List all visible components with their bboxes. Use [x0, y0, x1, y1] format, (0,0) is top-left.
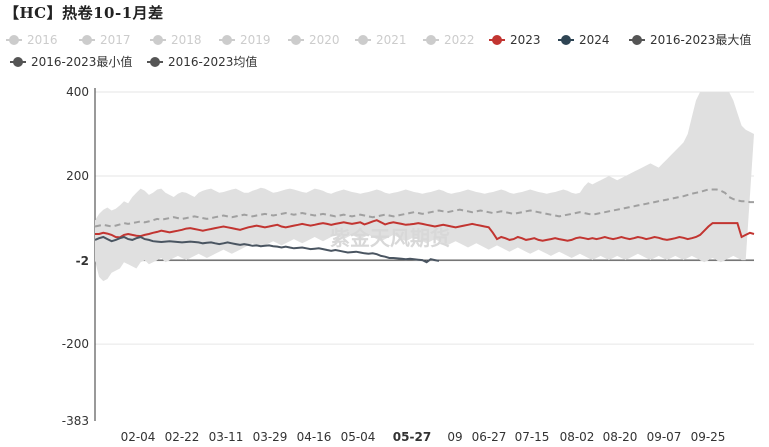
legend-item-8[interactable]: 2024 — [558, 33, 610, 47]
legend-marker — [9, 35, 19, 45]
legend-label: 2020 — [309, 33, 340, 47]
x-tick-label: 02-04 — [121, 430, 156, 444]
legend-item-11[interactable]: 2016-2023均值 — [147, 54, 257, 69]
legend-item-5[interactable]: 2021 — [355, 33, 407, 47]
legend-item-0[interactable]: 2016 — [6, 33, 58, 47]
legend-label: 2019 — [240, 33, 271, 47]
legend-label: 2018 — [171, 33, 202, 47]
legend-item-1[interactable]: 2017 — [79, 33, 131, 47]
legend-marker — [291, 35, 301, 45]
x-tick-label: 05-04 — [341, 430, 376, 444]
x-tick-label: 06-27 — [472, 430, 507, 444]
legend-item-7[interactable]: 2023 — [489, 33, 541, 47]
x-tick-label: 09-07 — [647, 430, 682, 444]
series-mean-line — [94, 188, 754, 228]
legend-marker — [150, 57, 160, 67]
x-tick-label: 09 — [447, 430, 462, 444]
legend-marker — [153, 35, 163, 45]
chart-title: 【HC】热卷10-1月差 — [4, 4, 164, 22]
range-band — [95, 92, 754, 282]
plot-area: 400 200 -2 -200 -383 紫金天风期货 02-04 02-22 03-11 03-… — [62, 85, 755, 444]
x-tick-label: 09-25 — [691, 430, 726, 444]
legend-label: 2023 — [510, 33, 541, 47]
watermark: 紫金天风期货 — [330, 226, 450, 250]
legend-label: 2016-2023均值 — [168, 54, 257, 69]
legend-item-2[interactable]: 2018 — [150, 33, 202, 47]
x-tick-label: 05-27 — [393, 430, 431, 444]
legend-label: 2024 — [579, 33, 610, 47]
y-tick-label: -200 — [62, 337, 89, 351]
x-tick-label: 07-15 — [515, 430, 550, 444]
legend-marker — [426, 35, 436, 45]
legend-label: 2022 — [444, 33, 475, 47]
y-tick-label: 200 — [66, 169, 89, 183]
x-tick-label: 03-11 — [209, 430, 244, 444]
x-tick-label: 08-20 — [603, 430, 638, 444]
x-tick-label: 08-02 — [560, 430, 595, 444]
legend-label: 2017 — [100, 33, 131, 47]
legend-marker — [82, 35, 92, 45]
x-tick-label: 04-16 — [297, 430, 332, 444]
x-tick-label: 03-29 — [253, 430, 288, 444]
legend-marker — [13, 57, 23, 67]
legend-label: 2016 — [27, 33, 58, 47]
legend-item-10[interactable]: 2016-2023最小值 — [10, 54, 132, 69]
legend-marker — [561, 35, 571, 45]
legend-marker — [632, 35, 642, 45]
legend: 2016 2017 2018 2019 2020 2021 2022 2023 2024 2016… — [6, 32, 751, 69]
legend-item-3[interactable]: 2019 — [219, 33, 271, 47]
legend-item-6[interactable]: 2022 — [423, 33, 475, 47]
y-tick-label: -383 — [62, 414, 89, 428]
series-2024-line — [94, 235, 440, 264]
x-tick-label: 02-22 — [165, 430, 200, 444]
legend-marker — [492, 35, 502, 45]
legend-label: 2021 — [376, 33, 407, 47]
legend-marker — [358, 35, 368, 45]
y-tick-label: -2 — [76, 254, 89, 268]
series-2023-line — [95, 219, 755, 242]
y-tick-label: 400 — [66, 85, 89, 99]
legend-marker — [222, 35, 232, 45]
legend-item-4[interactable]: 2020 — [288, 33, 340, 47]
legend-label: 2016-2023最大值 — [650, 32, 751, 47]
legend-item-9[interactable]: 2016-2023最大值 — [629, 32, 751, 47]
legend-label: 2016-2023最小值 — [31, 54, 132, 69]
